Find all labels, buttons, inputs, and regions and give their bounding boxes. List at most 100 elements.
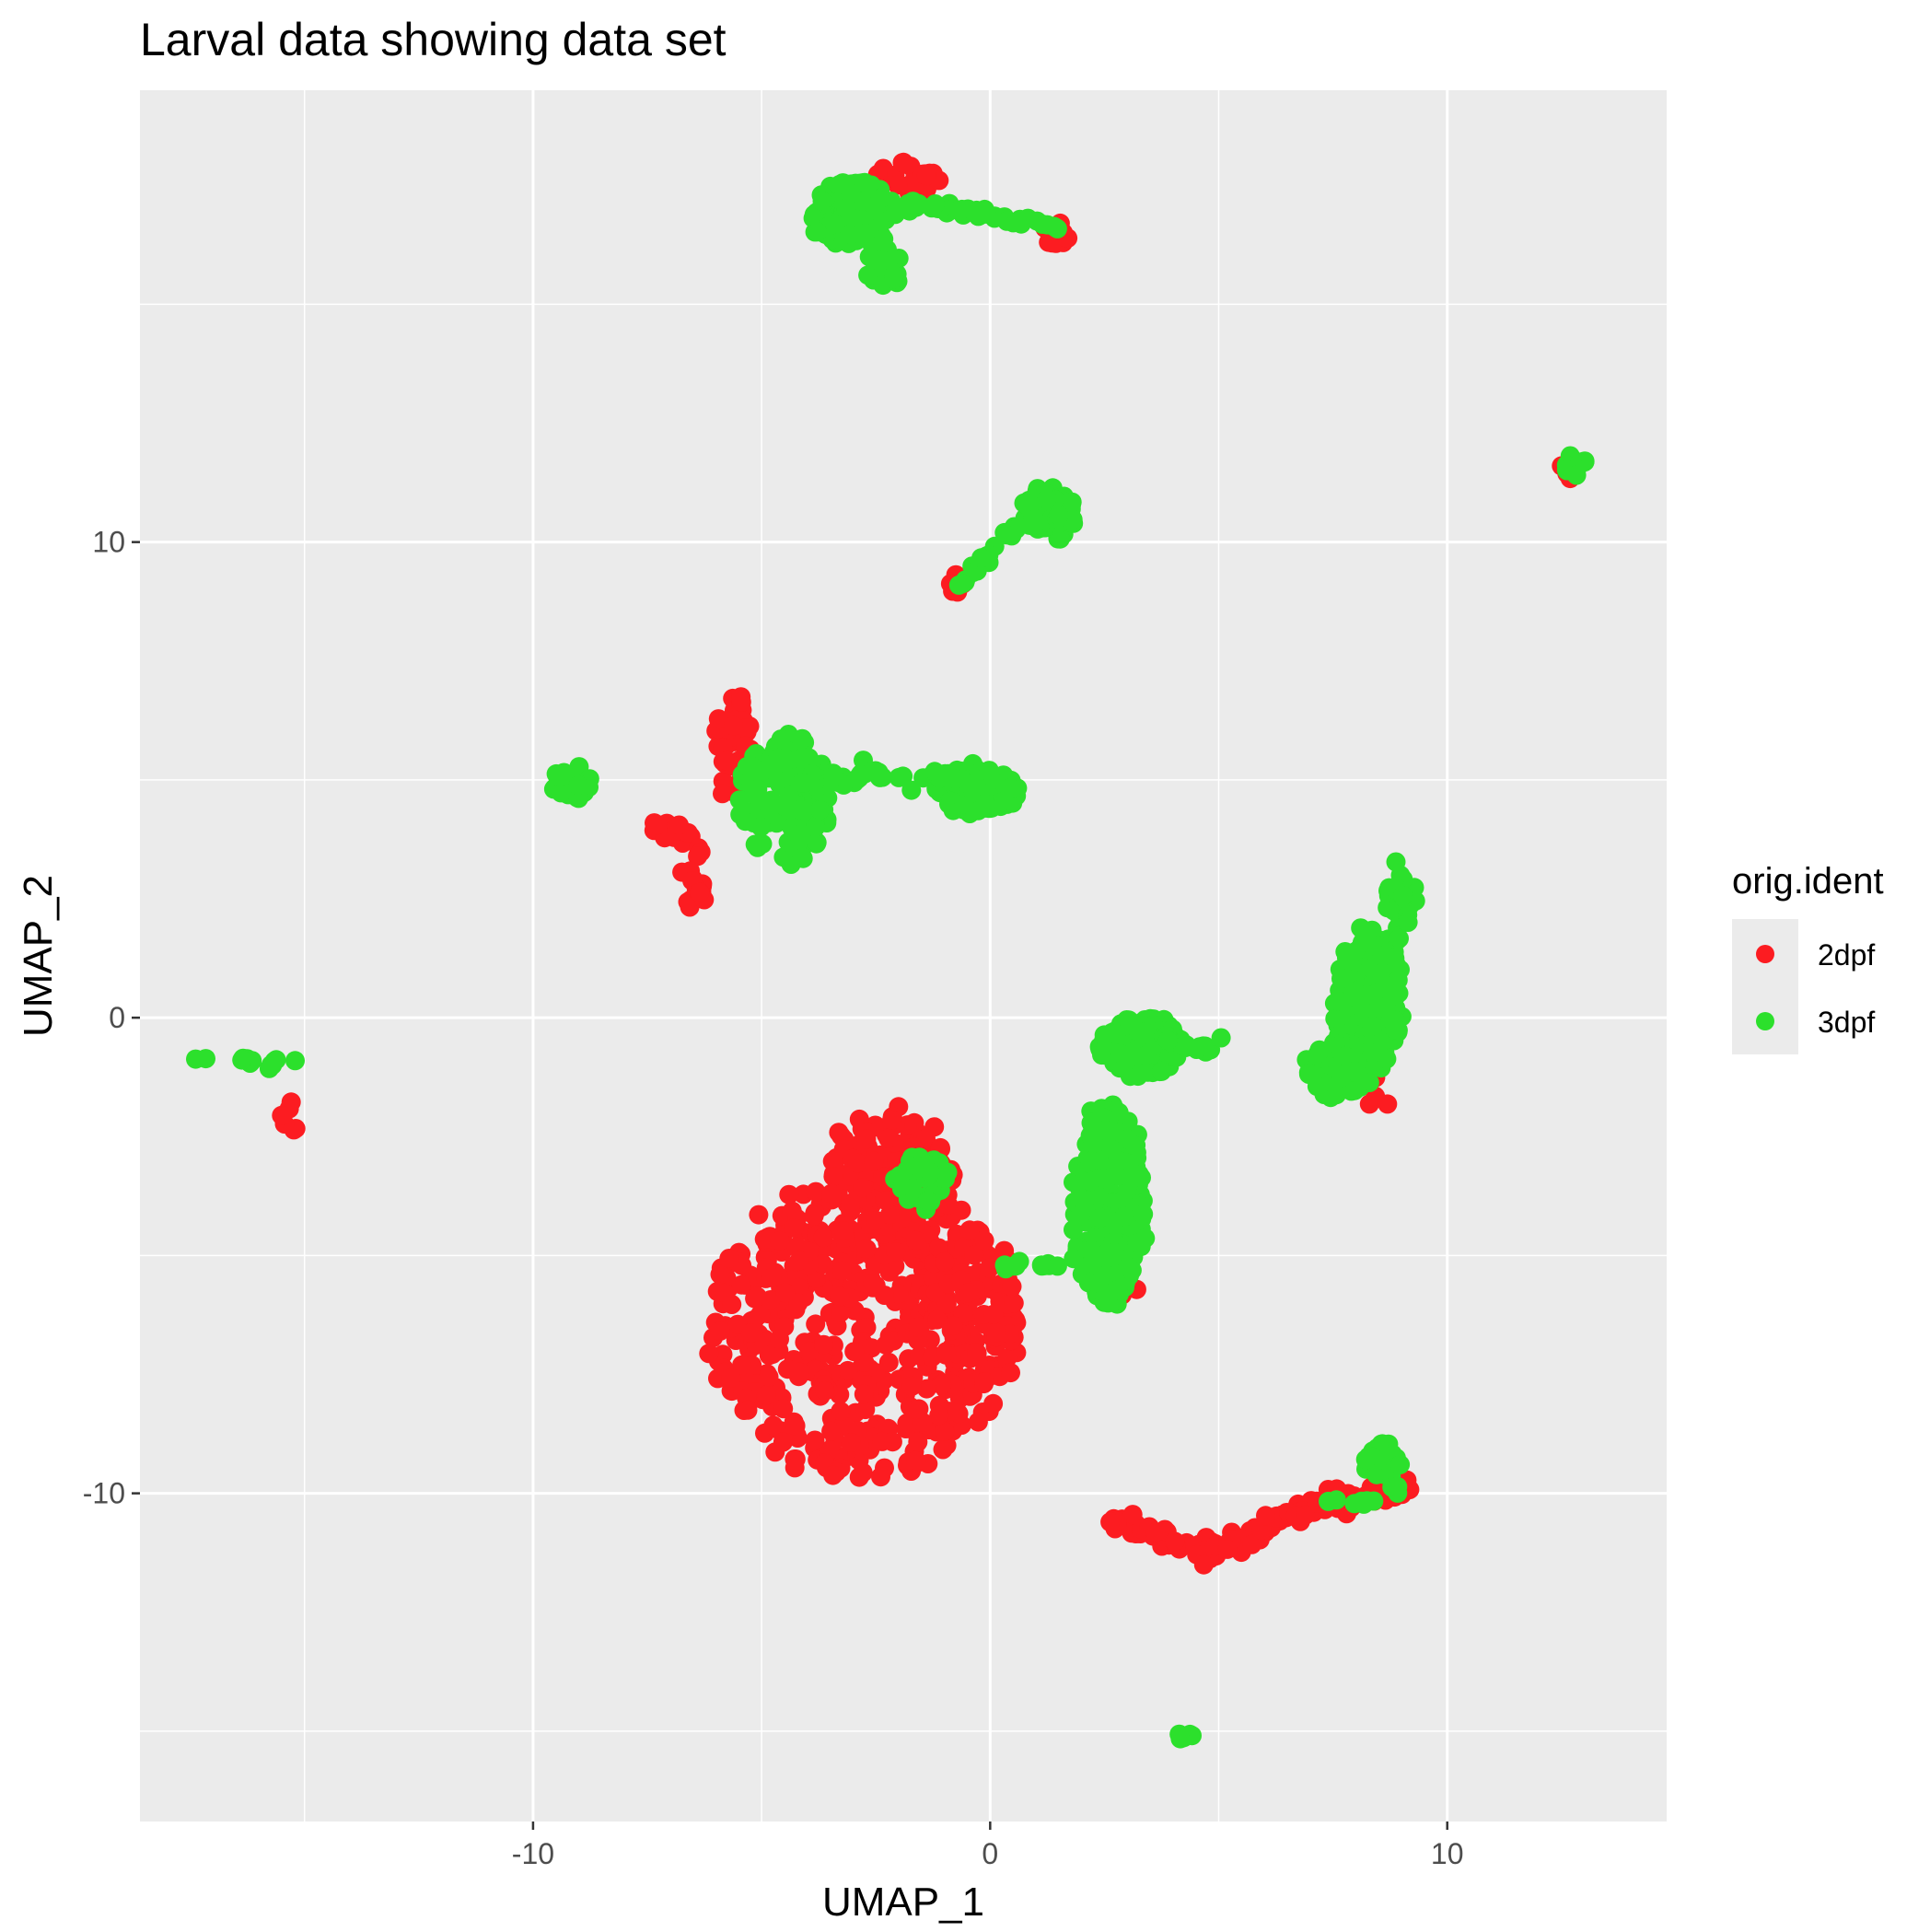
point-2dpf [832, 1261, 852, 1281]
point-3dpf [1109, 1166, 1128, 1186]
point-2dpf [892, 153, 913, 173]
point-3dpf [750, 790, 771, 810]
point-2dpf [967, 1343, 987, 1363]
point-2dpf [669, 815, 689, 835]
point-3dpf [858, 175, 878, 195]
point-3dpf [776, 751, 796, 770]
point-3dpf [750, 817, 771, 837]
point-3dpf [771, 729, 791, 750]
point-3dpf [791, 824, 811, 844]
point-2dpf [784, 1218, 804, 1238]
point-2dpf [980, 1258, 1000, 1278]
point-2dpf [779, 1184, 799, 1205]
point-2dpf [997, 1348, 1017, 1368]
point-3dpf [936, 767, 955, 787]
point-2dpf [876, 1334, 896, 1355]
point-3dpf [874, 229, 894, 249]
point-2dpf [856, 1129, 877, 1149]
point-2dpf [847, 1153, 867, 1173]
point-3dpf [789, 799, 809, 820]
point-2dpf [785, 1415, 806, 1436]
point-3dpf [232, 1050, 252, 1070]
point-3dpf [792, 728, 812, 749]
point-2dpf [1251, 1520, 1272, 1541]
point-2dpf [788, 1293, 808, 1313]
point-2dpf [959, 1220, 980, 1240]
point-2dpf [854, 1384, 874, 1404]
point-3dpf [1014, 493, 1034, 513]
point-2dpf [749, 1205, 769, 1225]
point-2dpf [775, 1283, 796, 1303]
point-2dpf [710, 1321, 730, 1342]
point-2dpf [876, 1191, 896, 1211]
point-3dpf [1070, 1206, 1090, 1227]
point-2dpf [1193, 1554, 1214, 1575]
point-3dpf [980, 798, 1000, 819]
point-2dpf [968, 1412, 988, 1432]
point-3dpf [551, 783, 571, 803]
point-2dpf [713, 1344, 733, 1365]
point-2dpf [938, 1194, 959, 1215]
point-3dpf [262, 1054, 282, 1075]
point-3dpf [1049, 506, 1069, 526]
point-3dpf [1037, 489, 1057, 508]
point-2dpf [886, 1242, 906, 1263]
point-2dpf [882, 1110, 901, 1130]
point-2dpf [823, 1465, 843, 1485]
point-3dpf [768, 771, 788, 791]
point-3dpf [1381, 1009, 1401, 1030]
point-2dpf [908, 1317, 928, 1337]
point-3dpf [1127, 1233, 1147, 1253]
point-3dpf [1566, 465, 1587, 485]
point-2dpf [901, 1376, 922, 1396]
point-2dpf [799, 1341, 820, 1361]
point-2dpf [789, 1251, 809, 1271]
point-3dpf [792, 773, 812, 793]
point-3dpf [1355, 1449, 1376, 1470]
point-3dpf [1032, 214, 1052, 234]
point-3dpf [1389, 928, 1409, 949]
point-2dpf [756, 1385, 776, 1405]
point-3dpf [1308, 1043, 1328, 1064]
point-2dpf [710, 1264, 730, 1285]
point-3dpf [825, 214, 845, 234]
point-2dpf [773, 1399, 794, 1419]
point-2dpf [936, 1342, 957, 1362]
point-3dpf [1356, 984, 1377, 1005]
point-2dpf [821, 1183, 842, 1204]
point-2dpf [916, 166, 936, 186]
point-2dpf [871, 1467, 890, 1487]
point-3dpf [1132, 1168, 1151, 1188]
point-3dpf [925, 194, 946, 214]
point-3dpf [1088, 1273, 1109, 1293]
point-2dpf [762, 1344, 783, 1365]
point-3dpf [1152, 1061, 1171, 1081]
point-3dpf [1106, 1024, 1126, 1044]
point-3dpf [1121, 1015, 1141, 1035]
axis-ticks: -10 0 10 -10 0 10 [83, 526, 1464, 1870]
point-2dpf [943, 1316, 963, 1336]
point-2dpf [722, 1295, 742, 1314]
point-3dpf [840, 225, 860, 245]
point-3dpf [285, 1051, 305, 1071]
point-3dpf [793, 847, 813, 867]
point-2dpf [844, 1342, 865, 1362]
legend-key-background [1732, 919, 1798, 1054]
point-2dpf [821, 1421, 842, 1441]
point-3dpf [1326, 1490, 1346, 1510]
point-2dpf [927, 1309, 948, 1330]
point-3dpf [1342, 1081, 1361, 1101]
scatter-points [186, 152, 1595, 1749]
point-3dpf [1064, 1249, 1084, 1269]
point-3dpf [1114, 1206, 1134, 1227]
point-3dpf [952, 574, 972, 594]
point-2dpf [831, 1401, 851, 1421]
y-tick-label: -10 [83, 1477, 125, 1510]
point-3dpf [729, 790, 750, 810]
point-3dpf [904, 194, 924, 215]
point-2dpf [889, 1284, 909, 1304]
point-3dpf [1373, 946, 1392, 966]
point-3dpf [870, 189, 890, 209]
point-3dpf [1169, 1724, 1190, 1744]
point-2dpf [1001, 1363, 1020, 1383]
